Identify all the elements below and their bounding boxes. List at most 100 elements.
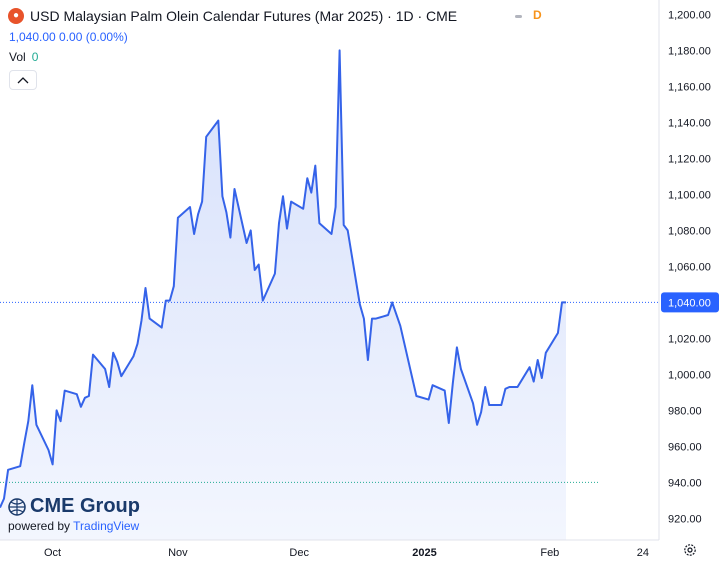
data-point (147, 316, 152, 321)
data-point (446, 421, 451, 426)
y-tick-label: 1,100.00 (668, 189, 711, 201)
data-point (228, 235, 233, 240)
data-point (111, 350, 116, 355)
data-point (535, 358, 540, 363)
y-tick-label: 980.00 (668, 405, 702, 417)
data-point (357, 302, 362, 307)
data-point (527, 365, 532, 370)
data-point (22, 440, 27, 445)
data-point (248, 228, 253, 233)
y-tick-label: 1,160.00 (668, 81, 711, 93)
x-tick-label: Dec (289, 547, 309, 559)
data-point (361, 316, 366, 321)
powered-by: powered by TradingView (8, 519, 140, 533)
x-tick-label: Nov (168, 547, 188, 559)
data-point (479, 410, 484, 415)
data-point (216, 118, 221, 123)
data-point (244, 241, 249, 246)
volume-value: 0 (31, 50, 39, 64)
price-axis[interactable]: 920.00 940.00 960.00 980.00 1,000.00 1,020.00… (658, 0, 719, 540)
data-point (345, 228, 350, 233)
y-tick-label: 1,140.00 (668, 117, 711, 129)
data-point (46, 448, 51, 453)
data-point (26, 419, 31, 424)
chevron-up-icon (17, 77, 29, 84)
data-point (471, 401, 476, 406)
data-point (289, 199, 294, 204)
data-point (398, 323, 403, 328)
data-point (256, 262, 261, 267)
data-point (188, 205, 193, 210)
data-point (442, 388, 447, 393)
data-point (373, 316, 378, 321)
symbol-title[interactable]: USD Malaysian Palm Olein Calendar Future… (30, 8, 458, 24)
data-point (454, 345, 459, 350)
data-point (515, 385, 520, 390)
price-area (0, 50, 566, 541)
cme-logo: CME Group (8, 495, 140, 518)
data-point (107, 385, 112, 390)
data-point (329, 232, 334, 237)
data-point (317, 221, 322, 226)
data-point (313, 163, 318, 168)
data-point (458, 367, 463, 372)
data-point (2, 496, 7, 501)
data-point (337, 48, 342, 53)
data-point (18, 464, 23, 469)
data-point (50, 462, 55, 467)
time-axis[interactable]: Oct Nov Dec 2025 Feb 24 (0, 539, 659, 559)
data-point (555, 331, 560, 336)
data-point (309, 190, 314, 195)
reference-lines (0, 301, 659, 483)
data-point (450, 381, 455, 386)
branding: CME Group powered by TradingView (8, 495, 140, 533)
data-point (119, 374, 124, 379)
collapse-legend-button[interactable] (9, 70, 37, 90)
data-point (487, 403, 492, 408)
data-point (224, 210, 229, 215)
data-point (139, 318, 144, 323)
y-tick-label: 1,000.00 (668, 369, 711, 381)
gear-icon[interactable] (683, 543, 697, 557)
powered-by-label: powered by (8, 519, 71, 533)
data-point (260, 298, 265, 303)
data-point (232, 187, 237, 192)
data-point (285, 226, 290, 231)
x-tick-label: Oct (44, 547, 61, 559)
tradingview-link[interactable]: TradingView (73, 519, 140, 533)
data-point (90, 352, 95, 357)
data-point (333, 205, 338, 210)
volume-label: Vol (9, 50, 26, 64)
y-tick-label: 960.00 (668, 441, 702, 453)
data-point (543, 350, 548, 355)
data-point (564, 300, 569, 305)
data-point (131, 354, 136, 359)
delayed-badge[interactable]: D (533, 8, 542, 22)
data-point (54, 408, 59, 413)
data-point (430, 383, 435, 388)
price-quote: 1,040.00 0.00 (0.00%) (9, 30, 128, 44)
data-point (272, 271, 277, 276)
data-point (6, 467, 11, 472)
data-point (143, 286, 148, 291)
x-tick-label: Feb (540, 547, 559, 559)
data-point (390, 300, 395, 305)
data-point (200, 199, 205, 204)
y-tick-label: 1,200.00 (668, 9, 711, 21)
data-point (301, 206, 306, 211)
data-point (305, 176, 310, 181)
data-point (386, 313, 391, 318)
data-point (414, 394, 419, 399)
data-point (159, 325, 164, 330)
data-point (483, 385, 488, 390)
droplet-icon: ● (8, 8, 24, 24)
data-point (167, 298, 172, 303)
data-point (78, 404, 83, 409)
data-point (499, 403, 504, 408)
data-point (74, 392, 79, 397)
cme-globe-icon (8, 497, 26, 516)
volume-legend: Vol 0 (9, 50, 38, 64)
data-point (475, 422, 480, 427)
y-tick-label: 1,080.00 (668, 225, 711, 237)
